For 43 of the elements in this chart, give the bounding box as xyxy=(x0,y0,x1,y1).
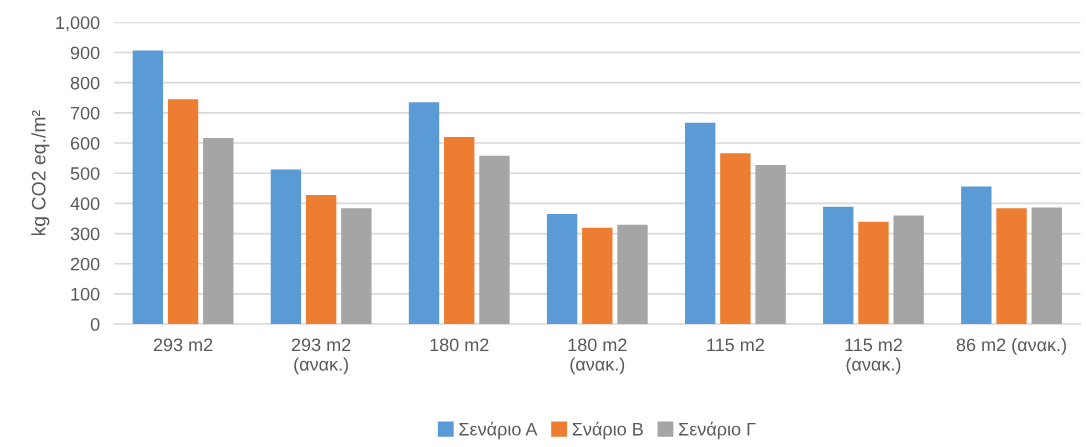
bar xyxy=(444,137,475,325)
bar xyxy=(270,169,302,325)
bar xyxy=(617,224,648,325)
y-tick-label: 0 xyxy=(90,318,100,331)
x-tick-label: 180 m2 xyxy=(430,338,489,352)
legend-label: Σνάριο Β xyxy=(572,421,643,440)
legend-label: Σενάριο Γ xyxy=(679,421,756,440)
bar xyxy=(546,213,578,325)
y-axis-title: kg CO2 eq./m² xyxy=(31,110,50,236)
bar xyxy=(996,208,1027,325)
bar xyxy=(858,221,889,325)
y-tick-label: 600 xyxy=(70,136,100,150)
y-tick-label: 200 xyxy=(70,257,100,271)
y-tick-label: 900 xyxy=(70,46,100,60)
y-tick-label: 300 xyxy=(70,227,100,241)
x-tick-label: 293 m2 xyxy=(153,338,213,352)
bar xyxy=(893,215,924,325)
bar xyxy=(132,50,164,325)
bar xyxy=(823,206,854,325)
bar xyxy=(755,165,786,325)
x-tick-label: 115 m2 (ανακ.) xyxy=(845,338,902,375)
x-tick-label: 180 m2 (ανακ.) xyxy=(568,338,627,375)
y-tick-label: 100 xyxy=(71,287,100,301)
bar xyxy=(582,227,613,325)
bar xyxy=(203,137,234,325)
bar xyxy=(720,153,751,325)
x-tick-label: 115 m2 xyxy=(707,338,764,352)
bar xyxy=(341,208,372,325)
y-tick-label: 700 xyxy=(70,106,100,120)
bar xyxy=(1031,207,1062,325)
bar xyxy=(684,122,716,325)
y-tick-label: 1,000 xyxy=(56,16,100,32)
legend-label: Σενάριο Α xyxy=(459,421,538,440)
bar xyxy=(961,186,992,325)
y-tick-label: 500 xyxy=(70,167,100,180)
y-tick-label: 800 xyxy=(70,76,100,90)
x-tick-label: 293 m2 (ανακ.) xyxy=(291,338,351,375)
bar xyxy=(408,102,440,325)
bar xyxy=(479,155,510,325)
y-tick-label: 400 xyxy=(70,197,100,211)
x-tick-label: 86 m2 (ανακ.) xyxy=(956,337,1066,355)
bar xyxy=(305,194,337,325)
bar xyxy=(167,99,199,325)
